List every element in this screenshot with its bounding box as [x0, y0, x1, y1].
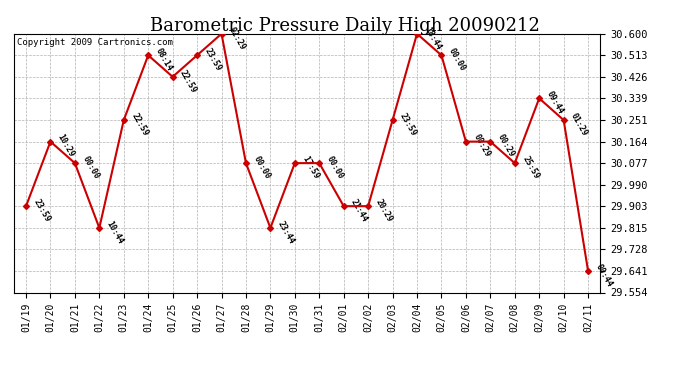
Text: Barometric Pressure Daily High 20090212: Barometric Pressure Daily High 20090212: [150, 17, 540, 35]
Text: 09:44: 09:44: [545, 90, 565, 116]
Text: 22:59: 22:59: [129, 111, 150, 138]
Text: 00:29: 00:29: [471, 133, 492, 159]
Text: 23:44: 23:44: [276, 219, 296, 245]
Text: 23:59: 23:59: [398, 111, 418, 138]
Text: 08:14: 08:14: [154, 46, 174, 73]
Text: 10:29: 10:29: [56, 133, 77, 159]
Text: 20:29: 20:29: [374, 198, 394, 223]
Text: 00:44: 00:44: [593, 262, 614, 288]
Text: 00:00: 00:00: [447, 46, 467, 73]
Text: 23:59: 23:59: [203, 46, 223, 73]
Text: 22:59: 22:59: [178, 68, 199, 94]
Text: 21:44: 21:44: [349, 198, 370, 223]
Text: 00:00: 00:00: [81, 154, 101, 181]
Text: 01:29: 01:29: [569, 111, 589, 138]
Text: 25:59: 25:59: [520, 154, 541, 181]
Text: 10:44: 10:44: [105, 219, 125, 245]
Text: 23:59: 23:59: [32, 198, 52, 223]
Text: 17:59: 17:59: [300, 154, 321, 181]
Text: 00:29: 00:29: [496, 133, 516, 159]
Text: Copyright 2009 Cartronics.com: Copyright 2009 Cartronics.com: [17, 38, 172, 46]
Text: 00:00: 00:00: [325, 154, 345, 181]
Text: 02:29: 02:29: [227, 25, 248, 51]
Text: 00:00: 00:00: [252, 154, 272, 181]
Text: 18:44: 18:44: [422, 25, 443, 51]
